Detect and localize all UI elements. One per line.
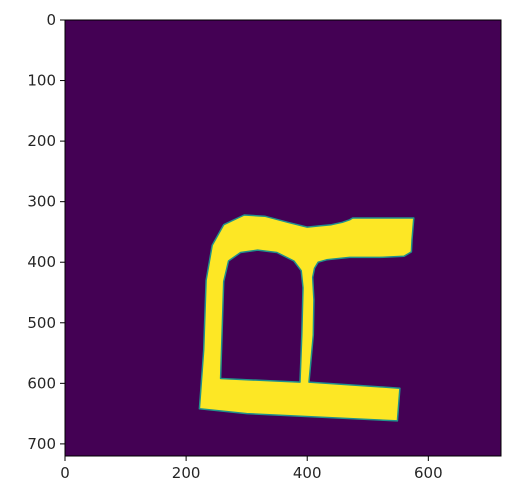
y-tick-label: 100	[27, 72, 56, 90]
y-tick-label: 200	[27, 132, 56, 150]
x-axis: 0 200 400 600	[60, 456, 443, 482]
y-tick-label: 500	[27, 314, 56, 332]
y-tick-label: 0	[46, 11, 56, 29]
x-tick-label: 0	[60, 464, 70, 482]
letter-r-shape	[198, 214, 415, 422]
x-tick-label: 400	[293, 464, 322, 482]
axes-frame	[64, 19, 502, 457]
y-tick-label: 400	[27, 253, 56, 271]
y-tick-label: 300	[27, 193, 56, 211]
y-axis: 0 100 200 300 400 500 600 700	[27, 11, 65, 453]
y-tick-label: 700	[27, 435, 56, 453]
x-tick-label: 600	[414, 464, 443, 482]
y-tick-label: 600	[27, 374, 56, 392]
x-tick-label: 200	[172, 464, 201, 482]
